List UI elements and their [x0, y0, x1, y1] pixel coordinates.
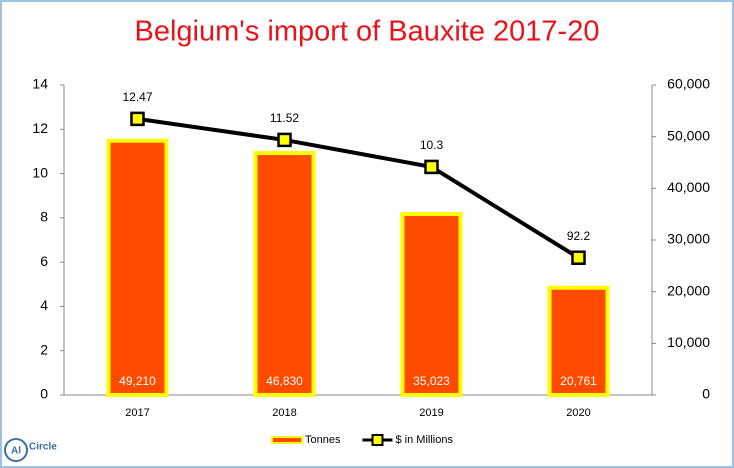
y-tick-label: 10 — [32, 164, 48, 180]
x-tick-label: 2020 — [566, 407, 590, 419]
bar — [400, 212, 463, 397]
line-label: 11.52 — [270, 111, 299, 125]
y-tick-label: 2 — [40, 341, 48, 357]
y-tick-label: 14 — [32, 76, 48, 92]
logo-text: Circle — [29, 442, 57, 453]
y2-tick-label: 20,000 — [667, 282, 710, 298]
y2-tick-label: 10,000 — [667, 334, 710, 350]
x-tick-label: 2017 — [125, 407, 149, 419]
legend-label: $ in Millions — [395, 434, 453, 446]
line-label: 10.3 — [420, 138, 444, 152]
bar — [547, 285, 610, 397]
bar-label: 20,761 — [560, 374, 597, 388]
y-tick-label: 0 — [40, 386, 48, 402]
y2-tick-label: 40,000 — [667, 179, 710, 195]
line-marker — [277, 132, 292, 148]
line-marker — [424, 159, 439, 175]
y2-tick-label: 50,000 — [667, 127, 710, 143]
y-tick-label: 4 — [40, 297, 48, 313]
y2-tick-label: 0 — [702, 386, 710, 402]
logo-circle — [4, 438, 28, 462]
y-tick-label: 12 — [32, 120, 48, 136]
legend-label: Tonnes — [305, 434, 341, 446]
bar-label: 35,023 — [413, 374, 450, 388]
legend-swatch — [271, 436, 303, 444]
bar-label: 46,830 — [266, 374, 303, 388]
line-marker — [571, 250, 586, 265]
bar — [106, 138, 169, 397]
y2-tick-label: 30,000 — [667, 231, 710, 247]
logo-mark: Al — [11, 446, 21, 457]
legend-marker — [371, 434, 384, 446]
y-tick-label: 6 — [40, 253, 48, 269]
line-label: 12.47 — [122, 90, 152, 104]
line-label: 92.2 — [567, 229, 591, 243]
line — [137, 116, 580, 260]
y2-tick-label: 60,000 — [667, 76, 710, 92]
chart-title: Belgium's import of Bauxite 2017-20 — [135, 16, 600, 48]
line-marker — [130, 111, 145, 127]
y-tick-label: 8 — [40, 209, 48, 225]
bar — [253, 151, 316, 397]
bar-label: 49,210 — [119, 374, 156, 388]
x-tick-label: 2018 — [272, 407, 296, 419]
x-tick-label: 2019 — [419, 407, 443, 419]
